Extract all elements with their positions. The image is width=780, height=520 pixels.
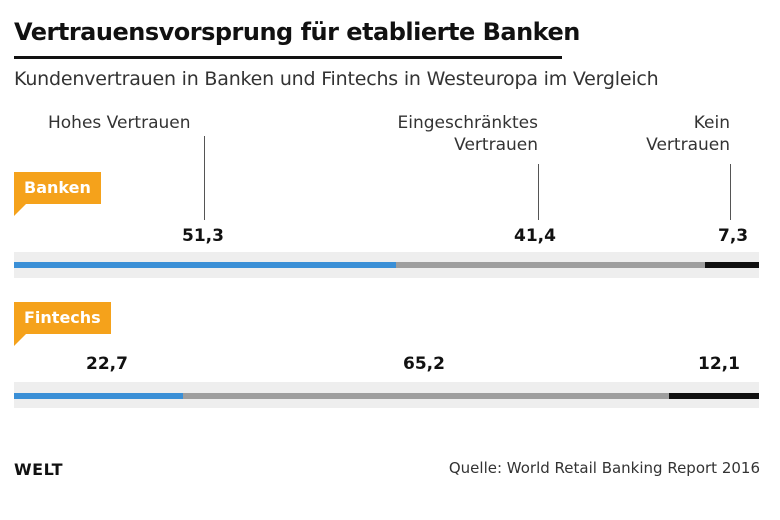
source-note: Quelle: World Retail Banking Report 2016 [448,459,760,477]
badge-tail-banken [14,204,26,216]
label-no-trust-line1: Kein [693,113,730,133]
welt-logo: WELT [14,460,64,479]
label-no-trust: Kein Vertrauen [630,112,730,156]
chart-subtitle: Kundenvertrauen in Banken und Fintechs i… [14,68,659,90]
badge-fintechs: Fintechs [14,302,111,334]
pointer-line-high [204,136,205,220]
pointer-line-none [730,164,731,220]
value-banken-none: 7,3 [718,226,749,246]
value-banken-limited: 41,4 [514,226,556,246]
bar-segment-banken-none [704,262,759,268]
label-limited-trust: Eingeschränktes Vertrauen [388,112,538,156]
title-underline [14,56,562,59]
chart-title: Vertrauensvorsprung für etablierte Banke… [14,18,580,46]
label-high-trust-text: Hohes Vertrauen [48,113,191,133]
bar-segment-fintechs-high [14,393,184,399]
label-limited-line1: Eingeschränktes [397,113,538,133]
value-fintechs-limited: 65,2 [403,354,445,374]
bar-banken [14,262,759,268]
value-fintechs-none: 12,1 [698,354,740,374]
bar-fintechs [14,393,759,399]
bar-segment-fintechs-limited [183,393,669,399]
bar-segment-banken-high [14,262,397,268]
bar-segment-fintechs-none [668,393,759,399]
pointer-line-limited [538,164,539,220]
badge-banken: Banken [14,172,101,204]
label-high-trust: Hohes Vertrauen [48,112,191,134]
value-banken-high: 51,3 [182,226,224,246]
label-limited-line2: Vertrauen [454,135,538,155]
badge-tail-fintechs [14,334,26,346]
bar-segment-banken-limited [396,262,705,268]
label-no-trust-line2: Vertrauen [646,135,730,155]
value-fintechs-high: 22,7 [86,354,128,374]
